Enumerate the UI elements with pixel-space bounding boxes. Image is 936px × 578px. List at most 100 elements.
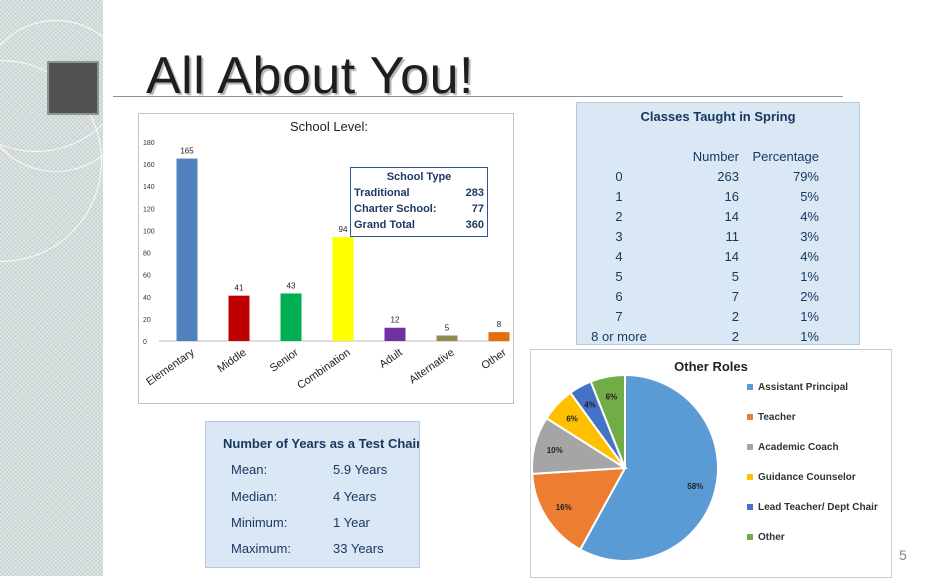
school-type-label: Grand Total (354, 219, 415, 231)
school-type-row: Charter School: 77 (354, 203, 484, 217)
years-value: 5.9 Years (333, 462, 388, 477)
category-label: Senior (268, 346, 301, 374)
classes-count: 5 (615, 269, 623, 284)
bar-value-label: 8 (497, 320, 502, 329)
percentage-value: 4% (800, 249, 819, 264)
bar-middle (228, 295, 250, 341)
percentage-value: 79% (792, 169, 819, 184)
pie-value-label: 6% (606, 393, 618, 402)
percentage-value: 1% (800, 329, 819, 344)
school-type-value: 360 (465, 219, 484, 231)
bar-value-label: 94 (339, 225, 348, 234)
category-label: Combination (295, 347, 352, 392)
classes-count: 8 or more (591, 329, 647, 344)
classes-taught-row: 4 14 4% (577, 249, 859, 269)
classes-count: 3 (615, 229, 623, 244)
years-value: 4 Years (333, 489, 377, 504)
school-type-row: Grand Total 360 (354, 219, 484, 233)
y-tick-label: 60 (143, 273, 151, 280)
classes-taught-row: 1 16 5% (577, 189, 859, 209)
legend-swatch (747, 534, 753, 540)
y-tick-label: 160 (143, 162, 155, 169)
classes-taught-row: 7 2 1% (577, 309, 859, 329)
classes-taught-row: 3 11 3% (577, 229, 859, 249)
title-divider (113, 96, 843, 97)
bar-senior (280, 293, 302, 341)
classes-taught-row: 0 263 79% (577, 169, 859, 189)
legend-swatch (747, 414, 753, 420)
pie-slice (589, 373, 626, 469)
years-label: Maximum: (231, 541, 291, 556)
percentage-value: 4% (800, 209, 819, 224)
percentage-value: 5% (800, 189, 819, 204)
school-type-box: School Type Traditional 283 Charter Scho… (350, 167, 488, 237)
category-label: Elementary (144, 346, 197, 388)
percentage-value: 3% (800, 229, 819, 244)
classes-taught-row: 6 7 2% (577, 289, 859, 309)
pie-slice (531, 466, 627, 551)
bar-chart-title: School Level: (290, 119, 368, 134)
decorative-square (47, 61, 99, 115)
number-value: 14 (724, 249, 739, 264)
classes-count: 6 (615, 289, 623, 304)
bar-other (488, 332, 510, 341)
classes-count: 4 (615, 249, 623, 264)
classes-taught-row: 5 5 1% (577, 269, 859, 289)
number-value: 5 (731, 269, 739, 284)
pie-chart-title: Other Roles (674, 359, 748, 374)
number-value: 2 (731, 329, 739, 344)
bar-elementary (176, 158, 198, 341)
school-type-label: Traditional (354, 187, 410, 199)
legend-swatch (747, 474, 753, 480)
classes-count: 7 (615, 309, 623, 324)
years-value: 1 Year (333, 515, 370, 530)
slide-number: 5 (899, 547, 907, 563)
header-number: Number (692, 149, 739, 164)
bar-value-label: 165 (180, 147, 194, 156)
number-value: 263 (717, 169, 739, 184)
classes-count: 1 (615, 189, 623, 204)
bar-value-label: 43 (287, 281, 296, 290)
bar-combination (332, 237, 354, 341)
school-level-chart: School Level: 0 20 40 60 80 100 120 140 160 180 1… (138, 113, 514, 404)
category-label: Middle (215, 347, 248, 375)
pie-value-label: 6% (566, 414, 578, 423)
percentage-value: 2% (800, 289, 819, 304)
y-tick-label: 140 (143, 184, 155, 191)
legend-label: Lead Teacher/ Dept Chair (758, 502, 878, 513)
y-tick-label: 40 (143, 295, 151, 302)
classes-taught-row: 8 or more 2 1% (577, 329, 859, 349)
bar-value-label: 41 (235, 284, 244, 293)
school-type-value: 77 (471, 203, 484, 215)
school-type-row: Traditional 283 (354, 187, 484, 201)
school-type-title: School Type (386, 171, 452, 183)
number-value: 7 (731, 289, 739, 304)
category-label: Alternative (407, 347, 456, 387)
legend-label: Teacher (758, 412, 796, 423)
number-value: 16 (724, 189, 739, 204)
pie-value-label: 4% (584, 400, 596, 409)
number-value: 11 (725, 229, 740, 244)
pie-value-label: 16% (556, 503, 572, 512)
pie-slice (578, 373, 719, 562)
y-tick-label: 180 (143, 140, 155, 147)
slide-title: All About You! (146, 47, 474, 105)
header-percentage: Percentage (752, 149, 820, 164)
bar-adult (384, 327, 406, 341)
y-tick-label: 0 (143, 339, 147, 346)
classes-count: 0 (615, 169, 623, 184)
classes-taught-panel: Classes Taught in Spring Number Percenta… (576, 102, 860, 345)
legend-label: Other (758, 532, 785, 543)
legend-label: Assistant Principal (758, 382, 848, 393)
years-label: Mean: (231, 462, 268, 477)
legend-swatch (747, 444, 753, 450)
y-tick-label: 20 (143, 317, 151, 324)
bar-value-label: 5 (445, 323, 450, 332)
y-tick-label: 100 (143, 228, 155, 235)
test-chair-years-title: Number of Years as a Test Chair (223, 436, 420, 451)
bar-alternative (436, 335, 458, 341)
classes-count: 2 (615, 209, 623, 224)
legend-swatch (747, 384, 753, 390)
other-roles-chart: Other Roles 58% 16% 10% 6% 4% 6% Assistant Pr… (530, 349, 892, 578)
classes-taught-header: Number Percentage (577, 149, 859, 169)
